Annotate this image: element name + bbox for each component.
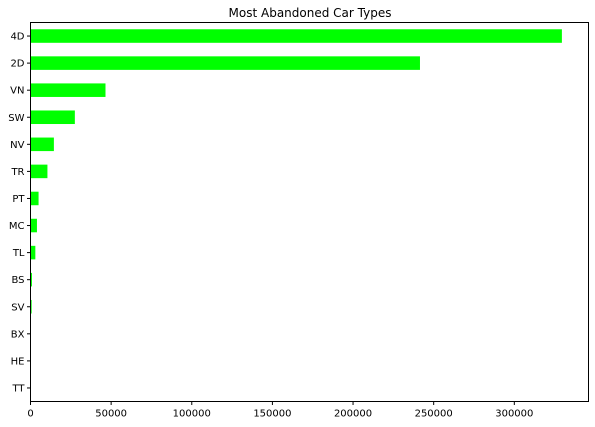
bar-sw: [30, 110, 75, 125]
x-tick-label: 300000: [495, 409, 533, 420]
x-tick-label: 100000: [173, 409, 211, 420]
bar-2d: [30, 56, 420, 70]
bar-tl: [30, 245, 36, 260]
chart-title: Most Abandoned Car Types: [229, 6, 392, 20]
x-axis: 0 50000 100000 150000 200000 250000 300000: [27, 401, 533, 420]
bar-mc: [30, 218, 37, 233]
x-tick-label: 200000: [334, 409, 372, 420]
y-tick-label: NV: [10, 140, 24, 151]
bar-tr: [30, 164, 48, 179]
y-tick-label: MC: [9, 221, 25, 232]
y-tick-label: TT: [11, 383, 25, 394]
y-tick-label: BX: [11, 329, 25, 340]
y-tick-label: HE: [11, 356, 25, 367]
y-tick-label: BS: [11, 275, 24, 286]
y-axis: 4D 2D VN SW NV TR PT MC TL BS SV BX HE TT: [8, 32, 31, 394]
bar-sv: [30, 299, 32, 314]
bar-nv: [30, 137, 54, 152]
bar-bs: [30, 272, 32, 287]
bar-4d: [30, 29, 562, 43]
bars-group: [30, 29, 562, 395]
y-tick-label: SV: [11, 302, 24, 313]
y-tick-label: VN: [10, 86, 24, 97]
x-tick-label: 250000: [415, 409, 453, 420]
y-tick-label: TL: [12, 248, 25, 259]
x-tick-label: 0: [27, 409, 33, 420]
x-tick-label: 150000: [253, 409, 291, 420]
y-tick-label: SW: [8, 113, 24, 124]
y-tick-label: 2D: [10, 59, 24, 70]
plot-frame: [30, 22, 589, 402]
bar-pt: [30, 191, 39, 206]
y-tick-label: 4D: [10, 32, 24, 43]
bar-vn: [30, 83, 106, 97]
y-tick-label: PT: [12, 194, 25, 205]
y-tick-label: TR: [10, 167, 24, 178]
x-tick-label: 50000: [95, 409, 127, 420]
